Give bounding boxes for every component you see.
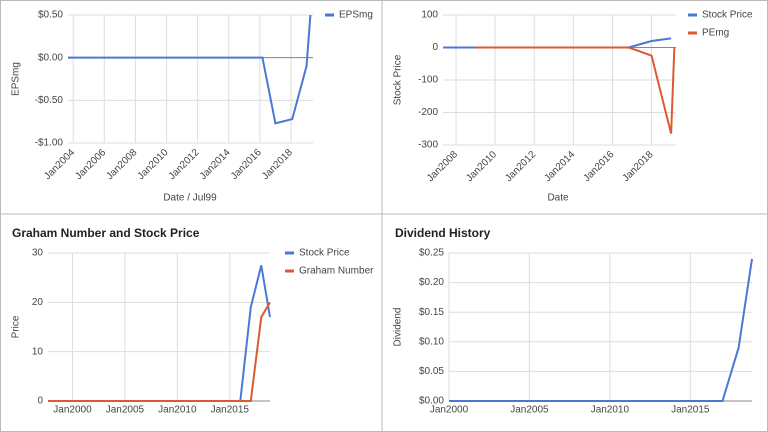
y-axis-label: Stock Price xyxy=(393,54,404,105)
y-axis-label: Dividend xyxy=(393,308,404,347)
y-tick-label: $0.00 xyxy=(38,52,63,63)
series-line xyxy=(48,301,271,402)
x-tick-label: Jan2015 xyxy=(671,405,710,416)
x-tick-label: Jan2010 xyxy=(591,405,630,416)
x-tick-label: Jan2004 xyxy=(42,147,77,182)
x-tick-label: Jan2010 xyxy=(158,405,197,416)
x-axis-label: Date xyxy=(547,193,569,204)
y-tick-label: $0.00 xyxy=(419,396,444,407)
y-tick-label: -200 xyxy=(418,107,438,118)
y-axis-label: EPSmg xyxy=(11,62,22,96)
y-tick-label: $0.50 xyxy=(38,10,63,21)
legend-swatch xyxy=(285,251,294,255)
series-line xyxy=(449,258,753,402)
x-tick-label: Jan2016 xyxy=(582,149,617,184)
y-tick-label: -$1.00 xyxy=(35,138,64,149)
x-tick-label: Jan2006 xyxy=(73,147,108,182)
y-tick-label: 30 xyxy=(32,248,44,259)
x-tick-label: Jan2008 xyxy=(104,147,139,182)
x-tick-label: Jan2014 xyxy=(198,147,233,182)
legend-swatch xyxy=(688,13,697,17)
x-tick-label: Jan2018 xyxy=(260,147,295,182)
y-tick-label: -300 xyxy=(418,140,438,151)
legend-swatch xyxy=(688,31,697,35)
x-tick-label: Jan2014 xyxy=(542,149,577,184)
y-tick-label: $0.05 xyxy=(419,366,444,377)
x-tick-label: Jan2015 xyxy=(211,405,250,416)
series-line xyxy=(475,46,676,134)
y-tick-label: 20 xyxy=(32,297,44,308)
legend-label: Stock Price xyxy=(702,10,753,21)
y-tick-label: $0.15 xyxy=(419,307,444,318)
y-tick-label: 0 xyxy=(37,396,43,407)
x-tick-label: Jan2005 xyxy=(106,405,145,416)
chart-title: Dividend History xyxy=(395,226,491,240)
y-tick-label: $0.10 xyxy=(419,336,444,347)
chart-title: Graham Number and Stock Price xyxy=(12,226,200,240)
x-tick-label: Jan2012 xyxy=(503,149,538,184)
legend-swatch xyxy=(325,13,334,17)
legend-label: Stock Price xyxy=(299,248,350,259)
y-tick-label: -$0.50 xyxy=(35,95,64,106)
series-line xyxy=(48,265,271,402)
legend-label: EPSmg xyxy=(339,10,373,21)
x-tick-label: Jan2000 xyxy=(430,405,469,416)
x-tick-label: Jan2010 xyxy=(464,149,499,184)
y-tick-label: 100 xyxy=(421,10,438,21)
y-tick-label: 0 xyxy=(432,42,438,53)
x-tick-label: Jan2018 xyxy=(621,149,656,184)
x-tick-label: Jan2000 xyxy=(53,405,92,416)
x-tick-label: Jan2005 xyxy=(510,405,549,416)
y-tick-label: $0.20 xyxy=(419,277,444,288)
y-tick-label: $0.25 xyxy=(419,248,444,259)
series-line xyxy=(68,14,312,125)
y-axis-label: Price xyxy=(11,315,22,338)
legend-label: Graham Number xyxy=(299,266,374,277)
x-tick-label: Jan2008 xyxy=(425,149,460,184)
x-axis-label: Date / Jul99 xyxy=(163,193,217,204)
x-tick-label: Jan2010 xyxy=(136,147,171,182)
y-tick-label: -100 xyxy=(418,75,438,86)
legend-label: PEmg xyxy=(702,28,729,39)
legend-swatch xyxy=(285,269,294,273)
y-tick-label: 10 xyxy=(32,346,44,357)
x-tick-label: Jan2012 xyxy=(167,147,202,182)
x-tick-label: Jan2016 xyxy=(229,147,264,182)
